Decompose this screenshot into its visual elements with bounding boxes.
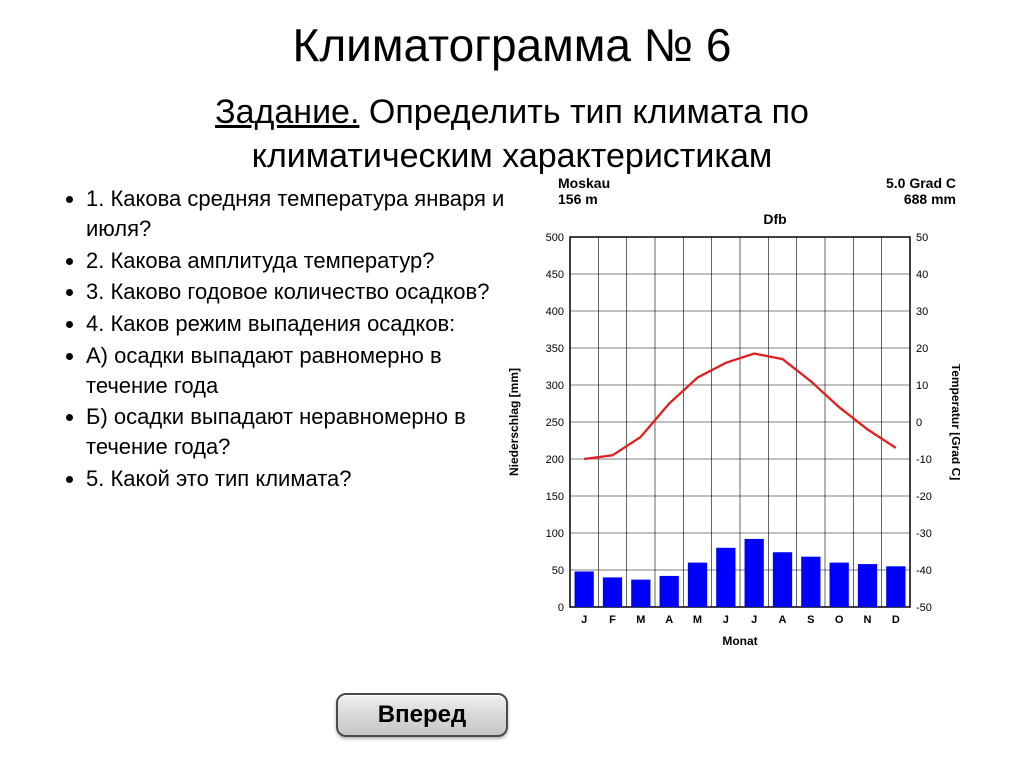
question-item: 2. Какова амплитуда температур? [86, 246, 520, 276]
svg-text:Monat: Monat [722, 634, 757, 648]
slide-title: Климатограмма № 6 [0, 0, 1024, 72]
svg-text:250: 250 [546, 417, 564, 429]
svg-text:100: 100 [546, 528, 564, 540]
question-item: А) осадки выпадают равномерно в течение … [86, 341, 520, 400]
svg-text:-50: -50 [916, 602, 932, 614]
svg-text:20: 20 [916, 343, 928, 355]
station-elevation: 156 m [558, 191, 610, 207]
svg-text:350: 350 [546, 343, 564, 355]
climate-svg: 050100150200250300350400450500-50-40-30-… [500, 227, 960, 649]
task-label: Задание. [215, 93, 359, 131]
svg-text:50: 50 [916, 232, 928, 244]
question-item: 5. Какой это тип климата? [86, 464, 520, 494]
question-item: 3. Каково годовое количество осадков? [86, 277, 520, 307]
task-text-2: климатическим характеристикам [252, 137, 773, 175]
svg-text:-30: -30 [916, 528, 932, 540]
svg-text:450: 450 [546, 269, 564, 281]
svg-text:-10: -10 [916, 454, 932, 466]
svg-text:J: J [581, 614, 587, 626]
svg-text:-40: -40 [916, 565, 932, 577]
questions-list: 1. Какова средняя температура января и и… [40, 178, 520, 495]
task-text-1: Определить тип климата по [359, 93, 808, 131]
climate-chart: Moskau 156 m 5.0 Grad C 688 mm Dfb 0 50 10… [500, 175, 1000, 649]
svg-text:J: J [723, 614, 729, 626]
svg-text:40: 40 [916, 269, 928, 281]
svg-text:10: 10 [916, 380, 928, 392]
koppen-class: Dfb [500, 211, 1000, 227]
svg-text:M: M [636, 614, 645, 626]
svg-text:300: 300 [546, 380, 564, 392]
svg-text:200: 200 [546, 454, 564, 466]
svg-text:S: S [807, 614, 814, 626]
svg-text:30: 30 [916, 306, 928, 318]
question-item: 4. Каков режим выпадения осадков: [86, 309, 520, 339]
task-line: Задание. Определить тип климата по клима… [0, 90, 1024, 178]
mean-temp: 5.0 Grad C [886, 175, 956, 191]
svg-text:-20: -20 [916, 491, 932, 503]
svg-text:M: M [693, 614, 702, 626]
question-item: Б) осадки выпадают неравномерно в течени… [86, 402, 520, 461]
svg-text:F: F [609, 614, 616, 626]
svg-text:400: 400 [546, 306, 564, 318]
svg-text:Temperatur [Grad C]: Temperatur [Grad C] [949, 364, 960, 480]
svg-text:A: A [779, 614, 787, 626]
question-item: 1. Какова средняя температура января и и… [86, 184, 520, 243]
svg-text:N: N [864, 614, 872, 626]
svg-text:0: 0 [558, 602, 564, 614]
svg-text:O: O [835, 614, 844, 626]
svg-text:A: A [665, 614, 673, 626]
svg-text:Niederschlag [mm]: Niederschlag [mm] [507, 368, 521, 476]
forward-button[interactable]: Вперед [336, 693, 508, 737]
annual-precip: 688 mm [886, 191, 956, 207]
svg-text:500: 500 [546, 232, 564, 244]
svg-text:0: 0 [916, 417, 922, 429]
station-name: Moskau [558, 175, 610, 191]
svg-text:150: 150 [546, 491, 564, 503]
svg-text:J: J [751, 614, 757, 626]
svg-text:50: 50 [552, 565, 564, 577]
svg-text:D: D [892, 614, 900, 626]
